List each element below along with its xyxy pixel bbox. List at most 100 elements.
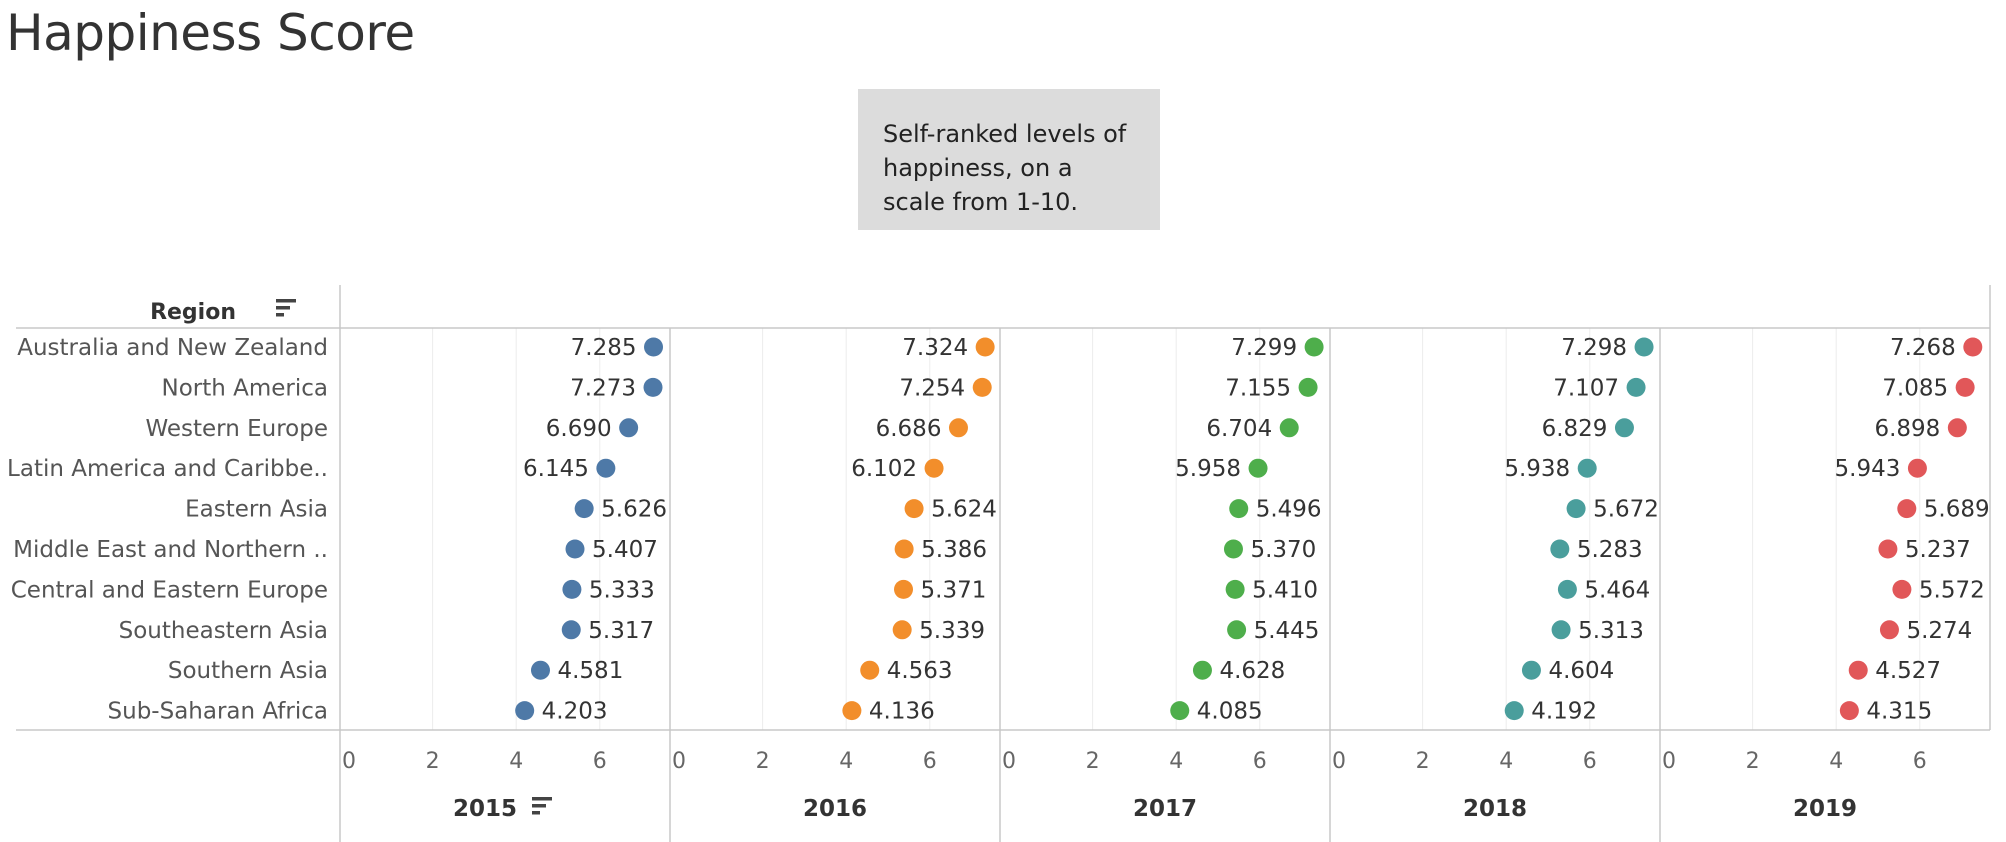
region-label: North America <box>161 375 328 401</box>
dot-2016 <box>892 620 912 640</box>
x-tick-label: 6 <box>593 749 607 774</box>
dot-2017 <box>1225 579 1245 599</box>
sort-descending-icon[interactable] <box>532 797 552 815</box>
x-tick-label: 6 <box>1913 749 1927 774</box>
dot-2017 <box>1229 499 1249 519</box>
value-label-2017: 7.155 <box>1225 375 1291 401</box>
x-tick-label: 2 <box>1416 749 1430 774</box>
value-label-2016: 6.102 <box>851 456 917 482</box>
value-label-2016: 6.686 <box>876 416 942 442</box>
dot-2015 <box>565 539 585 559</box>
dot-2017 <box>1227 620 1247 640</box>
region-label: Southern Asia <box>168 658 328 684</box>
value-label-2017: 5.410 <box>1252 577 1318 603</box>
dot-2018 <box>1550 539 1570 559</box>
value-label-2017: 6.704 <box>1206 416 1272 442</box>
dot-2016 <box>860 660 880 680</box>
value-label-2016: 7.254 <box>899 375 965 401</box>
dot-2017 <box>1298 377 1318 397</box>
x-tick-label: 4 <box>1499 749 1513 774</box>
value-label-2018: 5.672 <box>1593 497 1659 523</box>
x-tick-label: 6 <box>1583 749 1597 774</box>
dot-2018 <box>1566 499 1586 519</box>
value-label-2016: 4.563 <box>887 658 953 684</box>
x-tick-label: 4 <box>839 749 853 774</box>
value-label-2018: 6.829 <box>1542 416 1608 442</box>
x-tick-label: 6 <box>923 749 937 774</box>
x-tick-label: 2 <box>426 749 440 774</box>
marks-layer: 7.285 7.273 6.690 6.145 5.626 5.407 5.333 5.317… <box>515 335 1990 725</box>
sort-bar <box>532 797 552 801</box>
value-label-2016: 7.324 <box>902 335 968 361</box>
dot-2015 <box>643 377 663 397</box>
value-label-2016: 5.371 <box>921 577 987 603</box>
value-label-2019: 5.237 <box>1905 537 1971 563</box>
dot-2017 <box>1192 660 1212 680</box>
dot-2019 <box>1963 337 1983 357</box>
value-label-2015: 7.285 <box>571 335 637 361</box>
value-label-2018: 4.604 <box>1548 658 1614 684</box>
dot-2016 <box>842 701 862 721</box>
axis-layer: 0 2 4 6 2015 0 2 4 6 2016 0 2 4 6 2017 0 2 4 6 2018 0 2 4 6 2019 <box>342 749 1927 822</box>
x-tick-label: 4 <box>1169 749 1183 774</box>
row-labels: Australia and New Zealand North America We… <box>7 335 328 725</box>
dot-2018 <box>1521 660 1541 680</box>
value-label-2017: 5.958 <box>1175 456 1241 482</box>
value-label-2019: 4.527 <box>1875 658 1941 684</box>
dot-2018 <box>1557 579 1577 599</box>
value-label-2018: 5.283 <box>1577 537 1643 563</box>
value-label-2018: 5.313 <box>1578 618 1644 644</box>
value-label-2019: 7.085 <box>1882 375 1948 401</box>
value-label-2015: 6.690 <box>546 416 612 442</box>
x-tick-label: 0 <box>342 749 356 774</box>
region-sort-icon[interactable] <box>276 299 296 317</box>
dot-2016 <box>924 458 944 478</box>
dot-2016 <box>894 579 914 599</box>
value-label-2015: 7.273 <box>570 375 636 401</box>
x-tick-label: 2 <box>1086 749 1100 774</box>
dot-2019 <box>1907 458 1927 478</box>
dot-2018 <box>1634 337 1654 357</box>
region-header[interactable]: Region <box>150 300 236 325</box>
caption-text: Self-ranked levels of happiness, on a sc… <box>883 120 1127 216</box>
dot-2016 <box>894 539 914 559</box>
sort-bar <box>532 804 546 808</box>
value-label-2018: 4.192 <box>1531 699 1597 725</box>
dot-2017 <box>1304 337 1324 357</box>
value-label-2015: 5.407 <box>592 537 658 563</box>
dot-2019 <box>1892 579 1912 599</box>
dot-2015 <box>644 337 664 357</box>
dot-2016 <box>904 499 924 519</box>
dot-2018 <box>1614 418 1634 438</box>
frame-layer <box>16 285 1991 842</box>
region-label: Middle East and Northern .. <box>13 537 328 563</box>
value-label-2019: 5.274 <box>1906 618 1972 644</box>
x-tick-label: 0 <box>672 749 686 774</box>
dot-2015 <box>619 418 639 438</box>
x-tick-label: 4 <box>1829 749 1843 774</box>
value-label-2015: 4.203 <box>542 699 608 725</box>
value-label-2017: 4.628 <box>1219 658 1285 684</box>
sort-bar <box>532 811 540 815</box>
year-label-2015: 2015 <box>453 796 517 822</box>
value-label-2015: 4.581 <box>557 658 623 684</box>
value-label-2018: 5.464 <box>1584 577 1650 603</box>
dot-2018 <box>1577 458 1597 478</box>
value-label-2015: 5.317 <box>588 618 654 644</box>
year-label-2019: 2019 <box>1793 796 1857 822</box>
value-label-2017: 5.370 <box>1250 537 1316 563</box>
region-label: Southeastern Asia <box>119 618 328 644</box>
x-tick-label: 2 <box>1746 749 1760 774</box>
x-tick-label: 4 <box>509 749 523 774</box>
x-tick-label: 0 <box>1002 749 1016 774</box>
dot-2017 <box>1223 539 1243 559</box>
region-label: Sub-Saharan Africa <box>108 699 328 725</box>
year-label-2016: 2016 <box>803 796 867 822</box>
dot-2019 <box>1947 418 1967 438</box>
grid-layer <box>432 328 1921 730</box>
region-label: Central and Eastern Europe <box>11 577 328 603</box>
dot-2018 <box>1504 701 1524 721</box>
caption-box: Self-ranked levels of happiness, on a sc… <box>858 89 1160 230</box>
year-label-2017: 2017 <box>1133 796 1197 822</box>
